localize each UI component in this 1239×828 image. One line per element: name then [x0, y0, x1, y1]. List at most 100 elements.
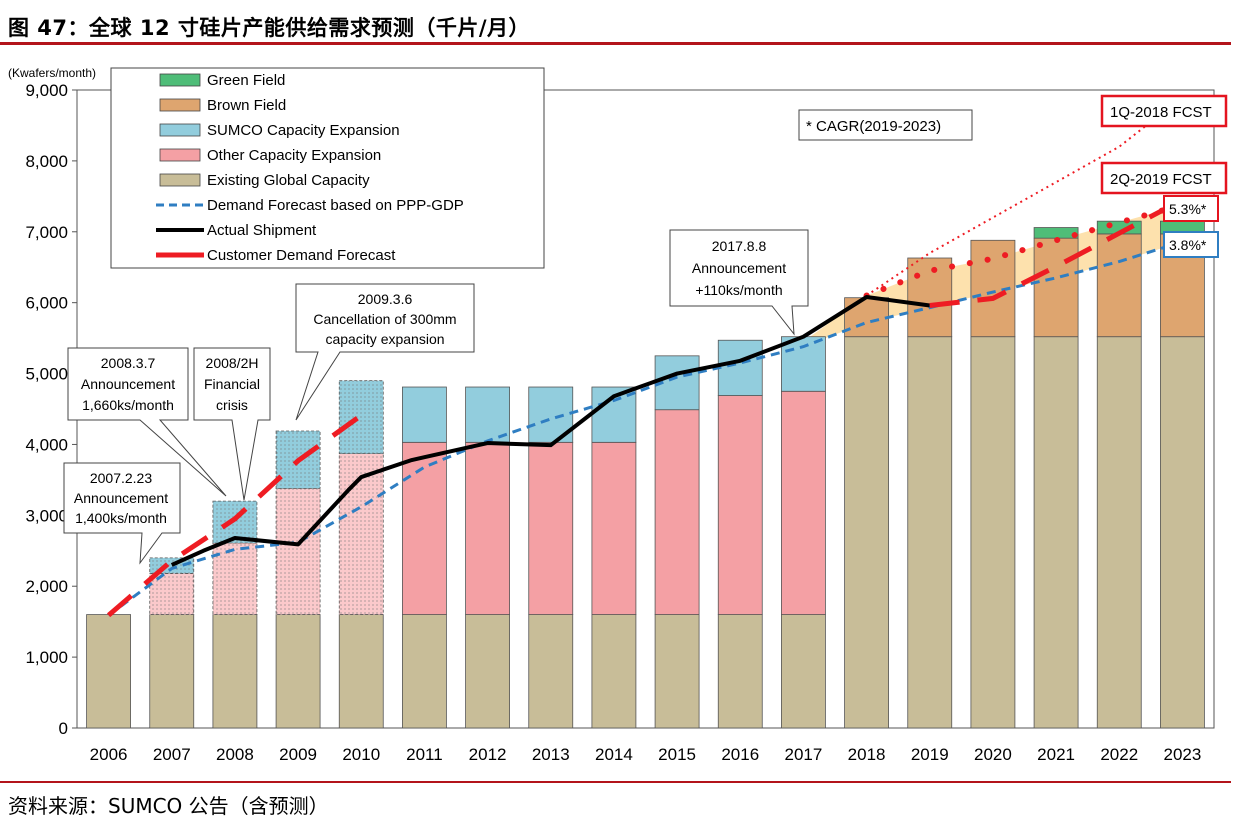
bar-existing-2018 — [844, 336, 889, 729]
cagr-high-label: 5.3%* — [1169, 201, 1207, 217]
legend-frame — [110, 67, 545, 269]
bar-existing-2014 — [591, 614, 637, 729]
callout-2008 — [67, 347, 227, 497]
legend-label: Existing Global Capacity — [207, 172, 370, 189]
bar-hatch-2010 — [339, 380, 384, 454]
legend-item-sumco: SUMCO Capacity Expansion — [159, 122, 400, 139]
callout-2009 — [295, 283, 475, 421]
bar-hatch-2007 — [149, 573, 194, 615]
x-tick-label: 2018 — [848, 745, 886, 764]
legend-swatch — [159, 173, 201, 187]
bar-existing-2015 — [654, 614, 700, 729]
legend-item-other: Other Capacity Expansion — [159, 147, 381, 164]
legend-swatch — [159, 98, 201, 112]
bar-other-2017 — [781, 390, 826, 615]
y-axis: 0 1,000 2,000 3,000 4,000 5,000 6,000 7,000 8,00… — [25, 81, 77, 738]
legend-label: Demand Forecast based on PPP-GDP — [207, 197, 464, 214]
fcst-2q-box — [1100, 161, 1228, 195]
callout-2017-line3: +110ks/month — [695, 282, 782, 298]
callout-2007-line3: 1,400ks/month — [75, 510, 167, 526]
bar-existing-2013 — [528, 614, 574, 729]
source-note: 资料来源：SUMCO 公告（含预测） — [8, 794, 329, 818]
legend-swatch — [159, 123, 201, 137]
bar-hatch-2010 — [339, 453, 384, 615]
y-tick-label: 2,000 — [25, 577, 68, 596]
callout-2017-line2: Announcement — [692, 260, 786, 276]
y-tick-label: 9,000 — [25, 81, 68, 100]
x-tick-label: 2022 — [1100, 745, 1138, 764]
legend-item-actual: Actual Shipment — [156, 222, 317, 239]
legend-item-ppp: Demand Forecast based on PPP-GDP — [156, 197, 464, 214]
y-tick-label: 8,000 — [25, 152, 68, 171]
legend-swatch — [159, 148, 201, 162]
line-fcst-1q — [866, 96, 1184, 297]
y-tick-label: 4,000 — [25, 435, 68, 454]
bar-other-2011 — [402, 441, 447, 615]
callout-2008h-line1: 2008/2H — [206, 355, 259, 371]
legend-label: Actual Shipment — [207, 222, 317, 239]
x-tick-label: 2019 — [911, 745, 949, 764]
legend-label: Green Field — [207, 72, 285, 89]
callout-2007 — [63, 462, 181, 565]
fcst-2q-label: 2Q-2019 FCST — [1110, 171, 1212, 188]
line-fcst-2q — [863, 201, 1186, 299]
series-lines — [106, 96, 1186, 618]
callout-2007-line1: 2007.2.23 — [90, 470, 152, 486]
x-tick-label: 2008 — [216, 745, 254, 764]
bar-other-2013 — [528, 441, 574, 615]
bar-existing-2009 — [275, 614, 321, 729]
callout-2008h — [193, 347, 271, 501]
bar-other-2015 — [654, 409, 700, 615]
fcst-1q-box — [1100, 94, 1228, 128]
callout-2009-line2: Cancellation of 300mm — [313, 311, 456, 327]
y-tick-label: 3,000 — [25, 506, 68, 525]
legend-label: SUMCO Capacity Expansion — [207, 122, 400, 139]
legend-swatch — [159, 73, 201, 87]
bar-other-2012 — [465, 441, 510, 615]
x-tick-label: 2013 — [532, 745, 570, 764]
x-tick-label: 2011 — [406, 745, 443, 764]
bar-other-2016 — [717, 395, 763, 615]
x-tick-label: 2017 — [785, 745, 823, 764]
x-tick-label: 2016 — [721, 745, 759, 764]
legend-label: Other Capacity Expansion — [207, 147, 381, 164]
x-tick-label: 2007 — [153, 745, 191, 764]
callout-2009-line1: 2009.3.6 — [358, 291, 413, 307]
y-tick-label: 6,000 — [25, 294, 68, 313]
source-rule — [0, 781, 1231, 783]
callout-2008h-line2: Financial — [204, 376, 260, 392]
cagr-low-label: 3.8%* — [1169, 237, 1207, 253]
cagr-low-box — [1163, 231, 1219, 258]
x-tick-label: 2014 — [595, 745, 633, 764]
title-rule — [0, 42, 1231, 45]
legend-item-customer: Customer Demand Forecast — [156, 247, 396, 264]
y-tick-label: 5,000 — [25, 365, 68, 384]
legend-label: Customer Demand Forecast — [207, 247, 396, 264]
bar-brown-2022 — [1096, 233, 1142, 338]
bar-sumco-2012 — [465, 386, 510, 443]
cagr-note-box — [798, 109, 973, 141]
x-tick-label: 2015 — [658, 745, 696, 764]
bar-existing-2006 — [86, 614, 131, 729]
callout-2008h-line3: crisis — [216, 397, 248, 413]
bar-brown-2019 — [907, 257, 953, 338]
legend: Green Field Brown Field SUMCO Capacity Exp… — [110, 67, 545, 269]
bar-existing-2008 — [212, 614, 258, 729]
legend-item-existing: Existing Global Capacity — [159, 172, 370, 189]
legend-label: Brown Field — [207, 97, 286, 114]
callout-2007-line2: Announcement — [74, 490, 168, 506]
callout-2008-line2: Announcement — [81, 376, 175, 392]
x-tick-label: 2009 — [279, 745, 317, 764]
bar-other-2014 — [591, 441, 637, 615]
bar-existing-2017 — [781, 614, 826, 729]
y-tick-label: 0 — [59, 719, 68, 738]
y-tick-label: 7,000 — [25, 223, 68, 242]
bar-existing-2011 — [402, 614, 447, 729]
annotations: * CAGR(2019-2023) 1Q-2018 FCST 2Q-2019 F… — [63, 94, 1228, 565]
bar-sumco-2017 — [781, 336, 826, 392]
bar-existing-2016 — [717, 614, 763, 729]
bar-green-2021 — [1033, 227, 1079, 239]
bar-existing-2022 — [1096, 336, 1142, 729]
x-tick-label: 2006 — [90, 745, 128, 764]
